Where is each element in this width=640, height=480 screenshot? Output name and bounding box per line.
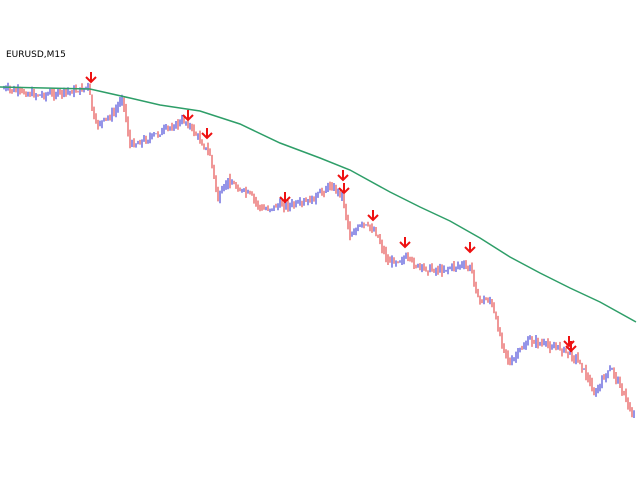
- symbol-timeframe-label: EURUSD,M15: [6, 50, 66, 60]
- sell-arrow-icon: [464, 242, 476, 254]
- sell-arrow-icon: [279, 192, 291, 204]
- sell-arrow-icon: [201, 128, 213, 140]
- sell-arrow-icon: [367, 210, 379, 222]
- sell-arrow-icon: [337, 170, 349, 182]
- sell-arrows-layer: [85, 72, 577, 353]
- moving-average-line: [0, 86, 637, 323]
- sell-arrow-icon: [85, 72, 97, 84]
- sell-arrow-icon: [338, 183, 350, 195]
- candles-layer: [3, 82, 635, 418]
- sell-arrow-icon: [182, 110, 194, 122]
- sell-arrow-icon: [565, 341, 577, 353]
- sell-arrow-icon: [399, 237, 411, 249]
- sell-arrow-icon: [563, 336, 575, 348]
